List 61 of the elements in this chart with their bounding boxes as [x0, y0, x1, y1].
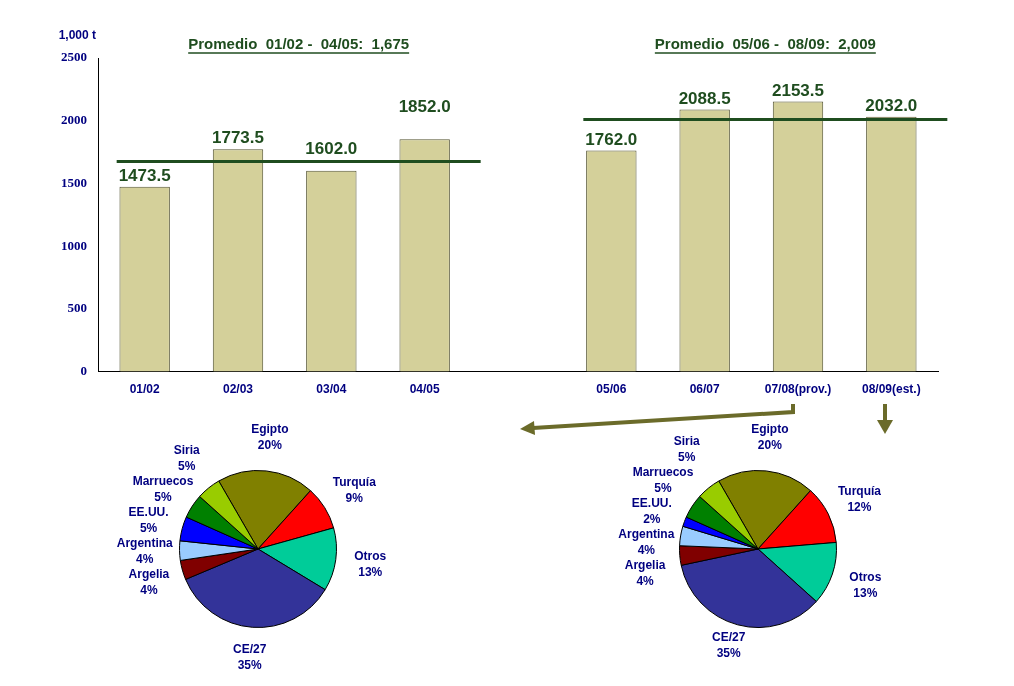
slice-label: Egipto [251, 422, 289, 437]
x-tick-label: 02/03 [222, 382, 254, 397]
data-label: 2088.5 [678, 88, 731, 108]
data-label: 1852.0 [398, 96, 451, 116]
x-tick-label: 06/07 [689, 382, 721, 397]
slice-label: Marruecos [132, 473, 194, 488]
data-label: 5% [154, 489, 172, 504]
y-axis-title: 1,000 t [58, 28, 96, 43]
slice-label: Turquía [332, 474, 377, 489]
data-label: 1602.0 [305, 138, 358, 158]
data-label: 4% [140, 582, 158, 597]
slice-label: Otros [849, 570, 882, 585]
slice-label: CE/27 [712, 630, 746, 645]
y-tick-label: 1500 [61, 174, 87, 190]
slice-label: Argentina [618, 527, 675, 542]
data-label: 1473.5 [118, 165, 171, 185]
slice-label: CE/27 [233, 642, 267, 657]
slice-label: Marruecos [632, 465, 694, 480]
data-label: 9% [345, 490, 364, 505]
slice-label: Otros [354, 549, 387, 564]
slice-label: EE.UU. [631, 496, 672, 511]
data-label: 35% [237, 658, 263, 673]
slice-label: EE.UU. [128, 504, 169, 519]
data-label: 12% [847, 500, 872, 515]
data-label: 2% [643, 512, 661, 527]
slice-label: Turquía [837, 484, 882, 499]
x-tick-label: 04/05 [409, 382, 441, 397]
data-label: 20% [257, 438, 283, 453]
data-label: 5% [139, 520, 158, 535]
data-label: 13% [853, 586, 878, 601]
data-label: 35% [716, 646, 742, 661]
data-label: 5% [678, 450, 696, 465]
data-label: 20% [757, 438, 783, 453]
x-tick-label: 05/06 [596, 382, 627, 397]
x-tick-label: 01/02 [129, 382, 161, 397]
slice-label: Argelia [128, 566, 170, 581]
data-label: 2032.0 [865, 95, 918, 115]
data-label: 5% [654, 481, 672, 496]
x-tick-label: 07/08(prov.) [764, 382, 832, 397]
y-tick-label: 2000 [61, 112, 87, 128]
data-label: 4% [136, 551, 154, 566]
y-tick-label: 1000 [61, 237, 87, 253]
data-label: 13% [358, 565, 383, 580]
slice-label: Egipto [751, 422, 789, 437]
ref-line-label: Promedio 01/02 - 04/05: 1,675 [188, 34, 410, 52]
slice-label: Siria [173, 442, 201, 457]
y-tick-label: 2500 [61, 49, 87, 65]
x-tick-label: 03/04 [316, 382, 347, 397]
slice-label: Argentina [116, 535, 174, 550]
data-label: 1762.0 [585, 129, 638, 149]
data-label: 4% [637, 543, 656, 558]
data-label: 2153.5 [772, 80, 824, 100]
slice-label: Argelia [624, 558, 666, 573]
data-label: 5% [178, 458, 196, 473]
ref-line-label: Promedio 05/06 - 08/09: 2,009 [654, 34, 876, 52]
data-label: 4% [636, 574, 655, 589]
data-label: 1773.5 [212, 128, 264, 148]
y-tick-label: 500 [67, 300, 87, 316]
x-tick-label: 08/09(est.) [861, 382, 921, 397]
y-tick-label: 0 [80, 362, 87, 378]
slice-label: Siria [673, 434, 701, 449]
